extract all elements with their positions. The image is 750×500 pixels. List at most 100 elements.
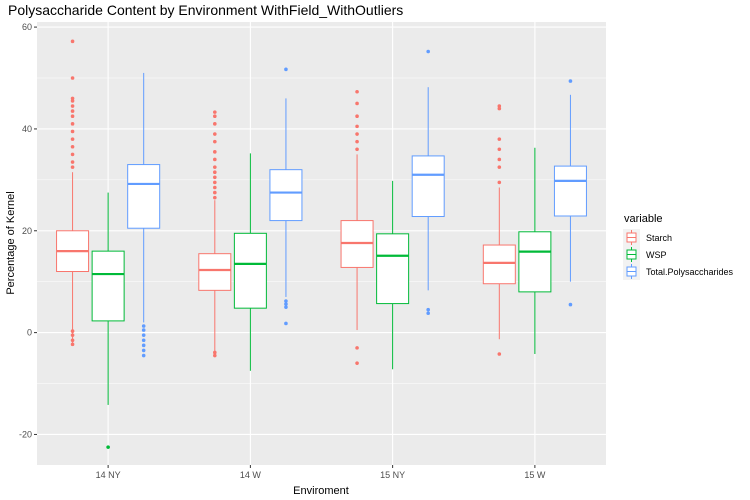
outlier-point [213, 185, 217, 190]
box-starch [56, 39, 90, 347]
box-starch [198, 110, 232, 358]
iqr-box [411, 155, 445, 218]
outlier-point [213, 110, 217, 114]
x-tick-label: 14 W [240, 470, 262, 480]
outlier-point [568, 79, 573, 83]
x-tick-label: 15 W [524, 470, 546, 480]
outlier-point [213, 139, 217, 144]
outlier-point [141, 353, 146, 358]
outlier-point [497, 180, 502, 185]
legend-label: Total.Polysaccharides [646, 267, 734, 277]
outlier-point [497, 104, 502, 108]
outlier-point [355, 124, 359, 129]
outlier-point [355, 132, 359, 136]
outlier-point [70, 137, 75, 141]
outlier-point [70, 76, 75, 80]
outlier-point [141, 333, 146, 337]
outlier-point [497, 157, 502, 162]
x-tick-label: 14 NY [96, 470, 121, 480]
x-tick-label: 15 NY [380, 470, 405, 480]
y-axis-title: Percentage of Kernel [5, 191, 17, 294]
legend-label: WSP [646, 250, 667, 260]
outlier-point [426, 311, 430, 316]
outlier-point [355, 361, 359, 365]
outlier-point [213, 175, 217, 180]
iqr-box [233, 232, 267, 309]
outlier-point [141, 348, 146, 353]
outlier-point [497, 165, 502, 169]
outlier-point [70, 129, 75, 134]
outlier-point [70, 329, 75, 333]
iqr-box [482, 244, 516, 285]
outlier-point [284, 321, 288, 326]
outlier-point [497, 137, 502, 141]
iqr-box [553, 165, 587, 217]
outlier-point [497, 147, 502, 152]
outlier-point [497, 106, 502, 111]
outlier-point [284, 305, 288, 309]
outlier-point [213, 122, 217, 126]
outlier-point [213, 353, 217, 358]
outlier-point [355, 114, 359, 119]
outlier-point [70, 152, 75, 157]
outlier-point [284, 302, 288, 306]
outlier-point [213, 170, 217, 175]
outlier-point [426, 49, 430, 54]
outlier-point [213, 195, 217, 200]
outlier-point [70, 342, 75, 347]
outlier-point [70, 144, 75, 149]
x-axis: 14 NY 14 W 15 NY 15 W [96, 465, 546, 480]
iqr-box [127, 164, 161, 229]
legend-title: variable [624, 213, 663, 225]
outlier-point [213, 165, 217, 169]
y-tick-label: -20 [19, 429, 32, 439]
y-axis: -20 0 20 40 60 [19, 22, 37, 439]
box-wsp [91, 192, 125, 449]
outlier-point [70, 104, 75, 108]
outlier-point [70, 338, 75, 343]
box-wsp [518, 147, 552, 354]
outlier-point [355, 147, 359, 152]
outlier-point [70, 114, 75, 119]
outlier-point [568, 302, 573, 307]
chart-title: Polysaccharide Content by Environment Wi… [8, 2, 403, 18]
outlier-point [70, 165, 75, 169]
legend-item: Starch [623, 229, 672, 246]
outlier-point [426, 307, 430, 312]
outlier-point [141, 338, 146, 343]
outlier-point [70, 39, 75, 44]
legend: variable Starch WSP Total.Polysaccharides [623, 213, 734, 280]
outlier-point [213, 150, 217, 154]
iqr-box [376, 233, 410, 305]
outlier-point [284, 299, 288, 303]
outlier-point [141, 324, 146, 328]
outlier-point [141, 343, 146, 348]
box-starch [340, 89, 374, 365]
plot-panel [37, 22, 606, 465]
outlier-point [70, 109, 75, 113]
iqr-box [91, 250, 125, 322]
outlier-point [497, 352, 502, 356]
box-total-polysaccharides [553, 79, 587, 307]
iqr-box [518, 231, 552, 293]
outlier-point [70, 333, 75, 337]
outlier-point [70, 96, 75, 101]
outlier-point [284, 67, 288, 72]
outlier-point [355, 89, 359, 94]
legend-item: WSP [623, 246, 667, 263]
y-tick-label: 40 [22, 124, 32, 134]
box-wsp [233, 153, 267, 371]
outlier-point [213, 114, 217, 119]
box-total-polysaccharides [127, 72, 161, 358]
outlier-point [213, 180, 217, 185]
outlier-point [213, 350, 217, 355]
outlier-point [213, 157, 217, 162]
box-total-polysaccharides [411, 49, 445, 316]
iqr-box [269, 169, 303, 222]
legend-label: Starch [646, 233, 672, 243]
boxes [56, 39, 587, 449]
outlier-point [106, 445, 110, 449]
outlier-point [70, 99, 75, 103]
outlier-point [70, 122, 75, 126]
